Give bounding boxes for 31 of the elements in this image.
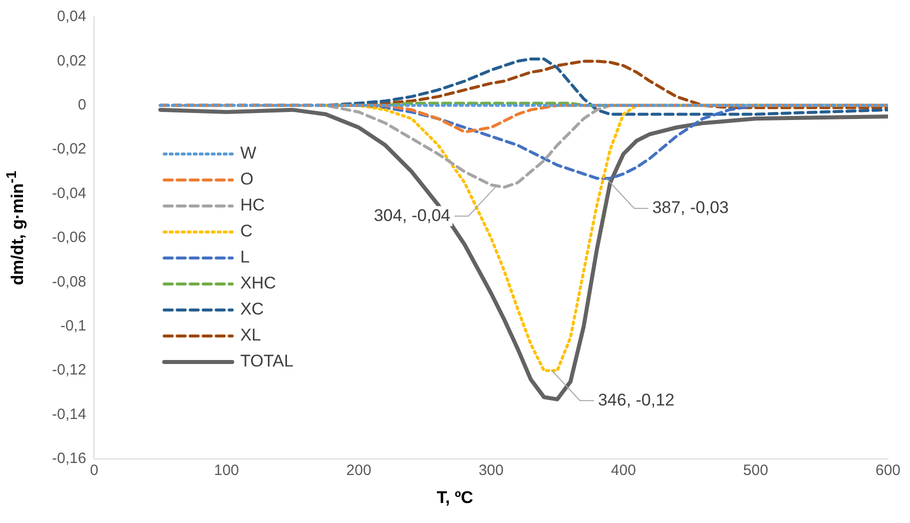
x-tick-label: 0 <box>90 462 98 480</box>
legend-label: XC <box>240 300 264 319</box>
y-tick-label: -0,06 <box>52 229 86 246</box>
annotation: 304, -0,04 <box>374 206 450 225</box>
legend-label: XL <box>240 326 261 345</box>
legend-label: C <box>240 222 252 241</box>
y-tick-label: 0,04 <box>56 8 86 26</box>
x-tick-label: 200 <box>346 462 372 480</box>
legend-label: O <box>240 170 254 189</box>
y-tick-label: -0,1 <box>60 318 86 335</box>
x-tick-label: 400 <box>610 462 636 480</box>
y-tick-label: -0,12 <box>52 362 86 379</box>
y-tick-label: 0,02 <box>56 52 86 70</box>
x-tick-label: 300 <box>478 462 504 480</box>
y-tick-label: -0,08 <box>52 273 86 290</box>
legend-label: XHC <box>240 274 276 293</box>
legend-label: TOTAL <box>240 352 294 371</box>
y-tick-label: -0,14 <box>52 406 86 423</box>
x-tick-label: 100 <box>214 462 240 480</box>
y-tick-label: -0,04 <box>52 184 86 202</box>
x-axis-title: T, ºC <box>436 488 474 508</box>
y-tick-label: -0,02 <box>52 140 86 158</box>
legend-label: HC <box>240 196 265 215</box>
legend-label: W <box>240 144 256 163</box>
y-tick-label: -0,16 <box>52 450 86 468</box>
legend-label: L <box>240 248 250 267</box>
x-tick-label: 500 <box>743 462 768 480</box>
annotation: 387, -0,03 <box>652 198 729 218</box>
annotation: 346, -0,12 <box>598 390 675 410</box>
y-tick-label: 0 <box>78 96 86 114</box>
x-tick-label: 600 <box>875 462 901 480</box>
